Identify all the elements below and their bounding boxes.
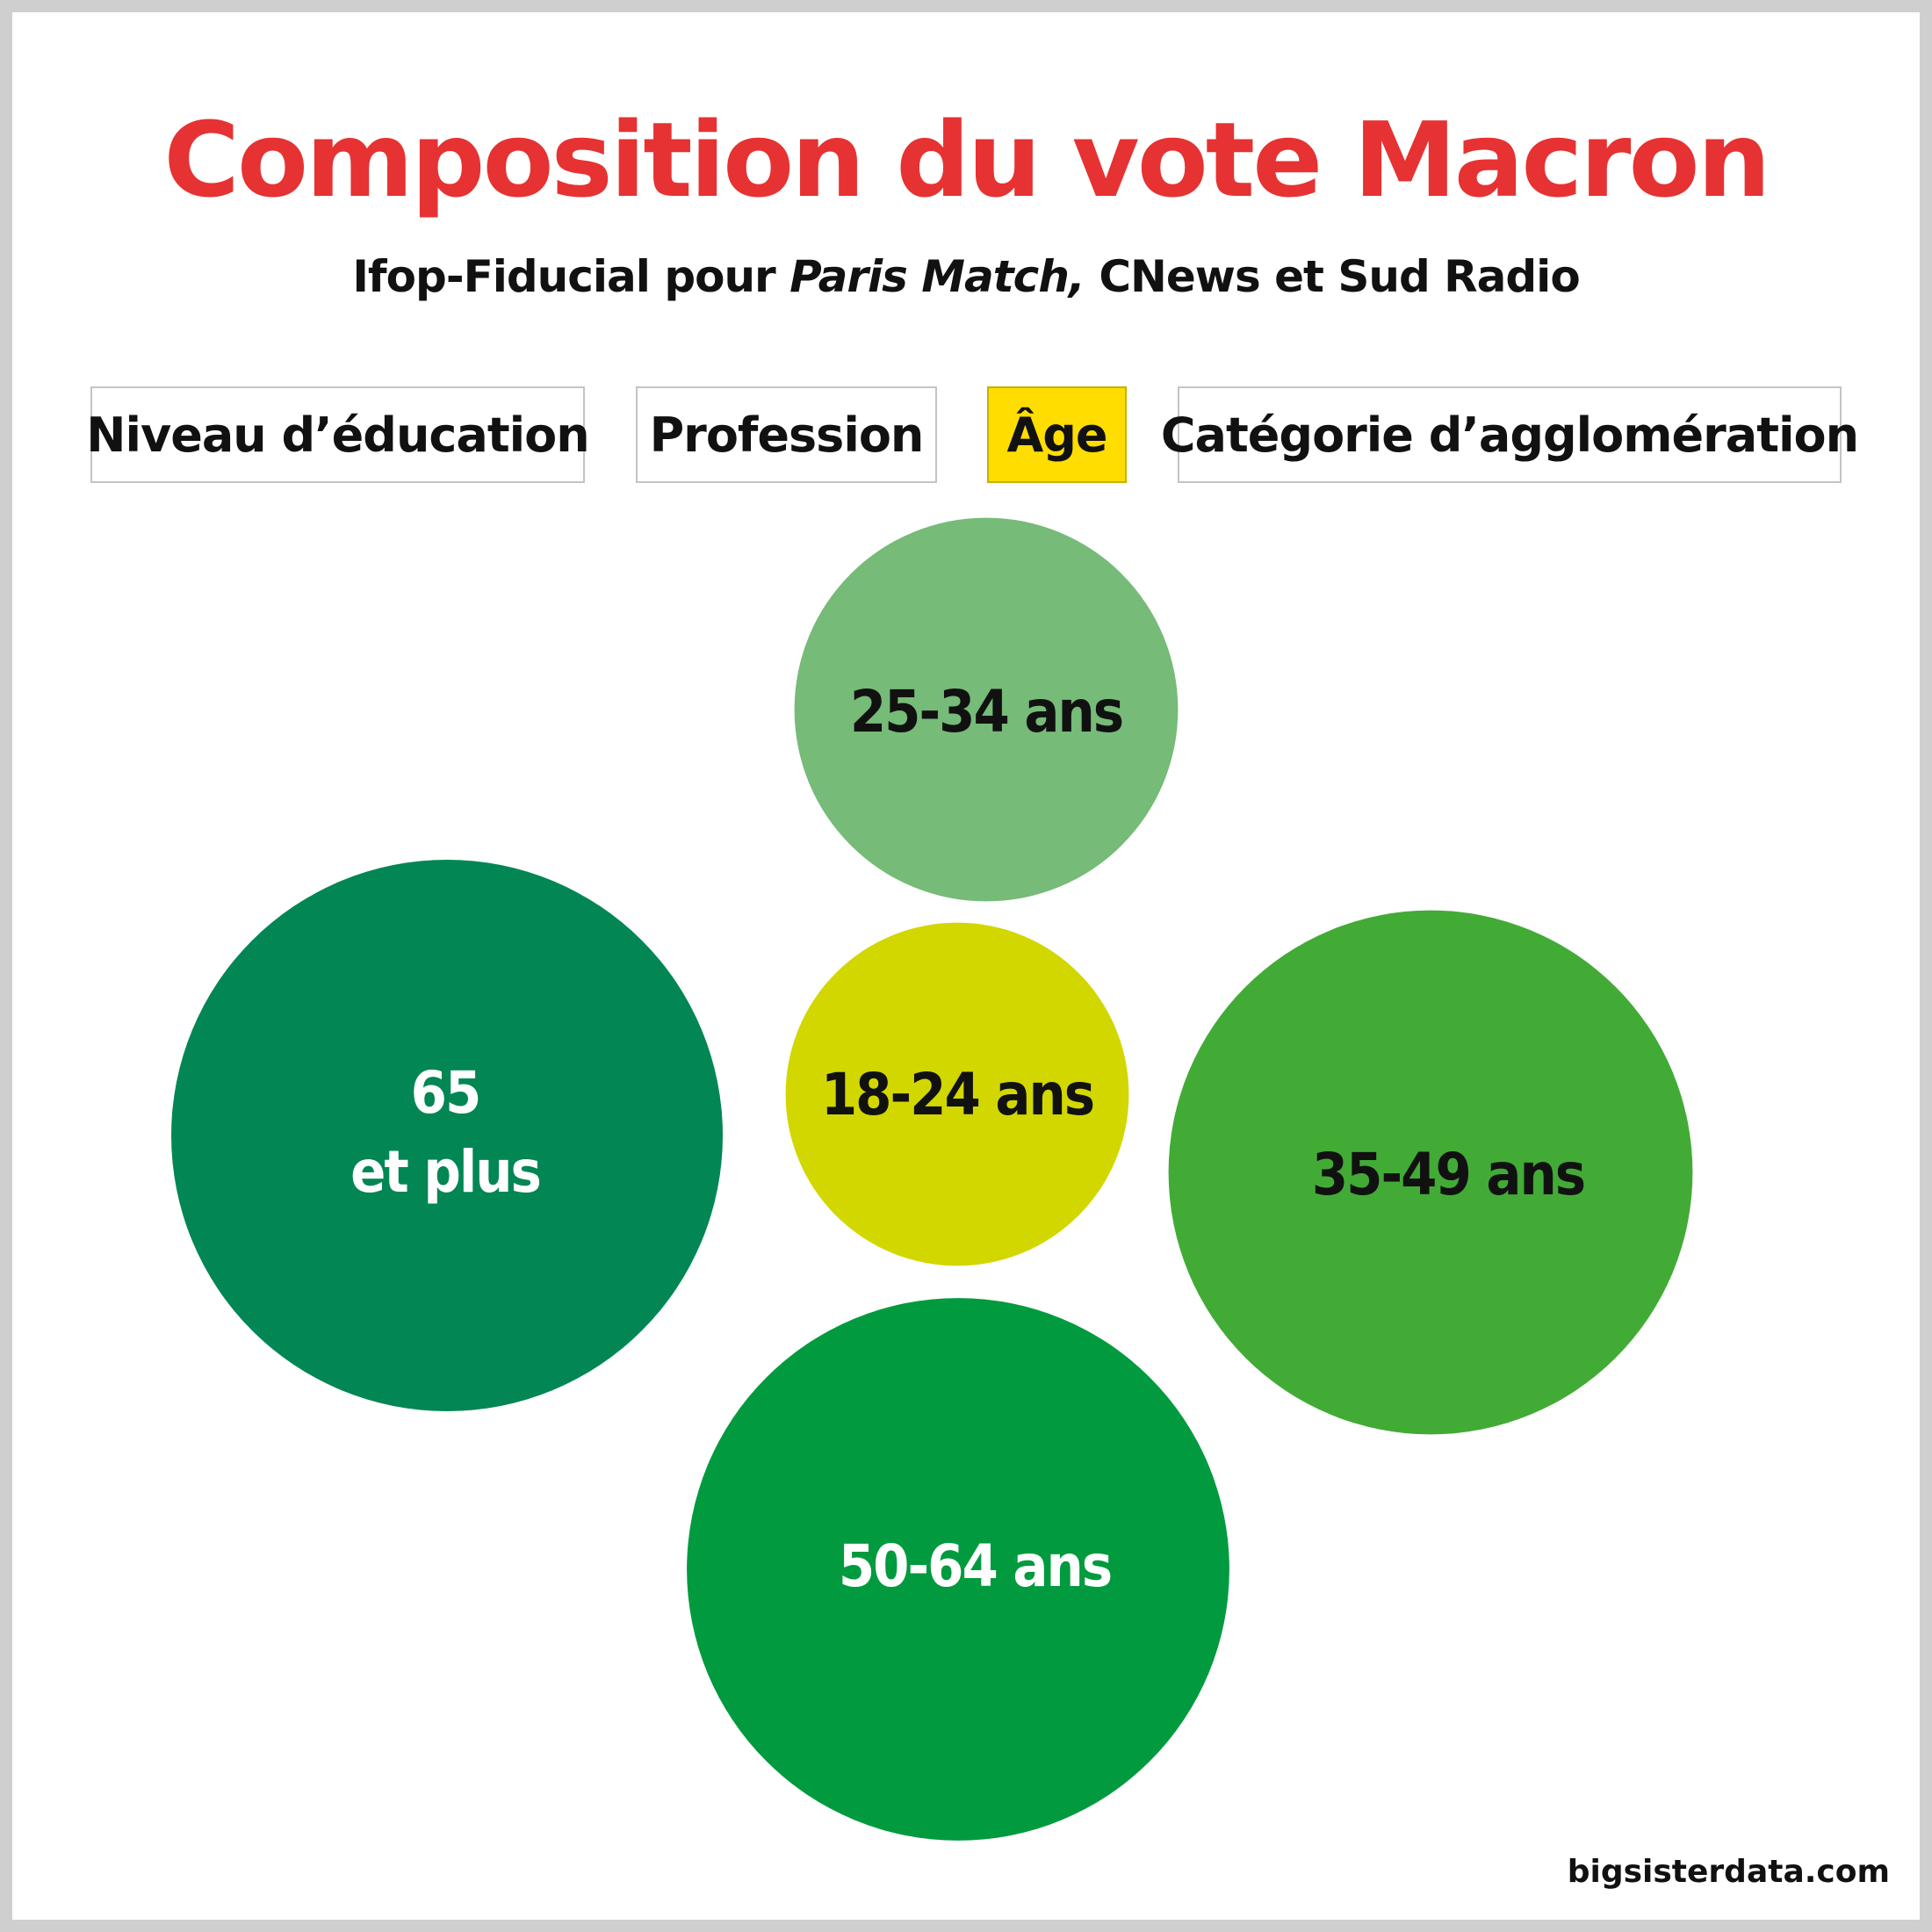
tab-profession[interactable]: Profession xyxy=(636,386,937,483)
tab-label: Âge xyxy=(1006,407,1107,463)
tab-label: Niveau d’éducation xyxy=(86,407,589,463)
subtitle-source: Ifop-Fiducial pour xyxy=(352,251,790,302)
bubble-label-35-49-ans: 35-49 ans xyxy=(1312,1141,1584,1208)
subtitle-media: CNews et Sud Radio xyxy=(1084,251,1580,302)
bubble-label-25-34-ans: 25-34 ans xyxy=(850,678,1122,746)
bubble-65-et-plus[interactable] xyxy=(171,860,723,1411)
credit-text: bigsisterdata.com xyxy=(1567,1854,1890,1890)
bubble-label-50-64-ans: 50-64 ans xyxy=(839,1532,1111,1600)
tab-age[interactable]: Âge xyxy=(987,386,1127,483)
bubble-18-24-ans[interactable] xyxy=(785,922,1129,1266)
chart-subtitle: Ifop-Fiducial pour Paris Match, CNews et… xyxy=(0,248,1932,306)
bubble-label-65-et-plus: 65 xyxy=(411,1059,480,1127)
tab-label: Profession xyxy=(649,407,925,463)
bubble-50-64-ans[interactable] xyxy=(687,1298,1229,1841)
subtitle-media-italic: Paris Match, xyxy=(789,251,1085,302)
tab-niveau-education[interactable]: Niveau d’éducation xyxy=(86,386,590,483)
bubble-35-49-ans[interactable] xyxy=(1168,910,1693,1435)
bubble-label-18-24-ans: 18-24 ans xyxy=(821,1061,1093,1128)
tab-label: Catégorie d’agglomération xyxy=(1160,407,1859,463)
tab-categorie-agglomeration[interactable]: Catégorie d’agglomération xyxy=(1161,386,1859,483)
bubble-25-34-ans[interactable] xyxy=(794,517,1179,902)
bubble-label-65-et-plus: et plus xyxy=(350,1138,540,1206)
chart-title: Composition du vote Macron xyxy=(163,99,1770,220)
